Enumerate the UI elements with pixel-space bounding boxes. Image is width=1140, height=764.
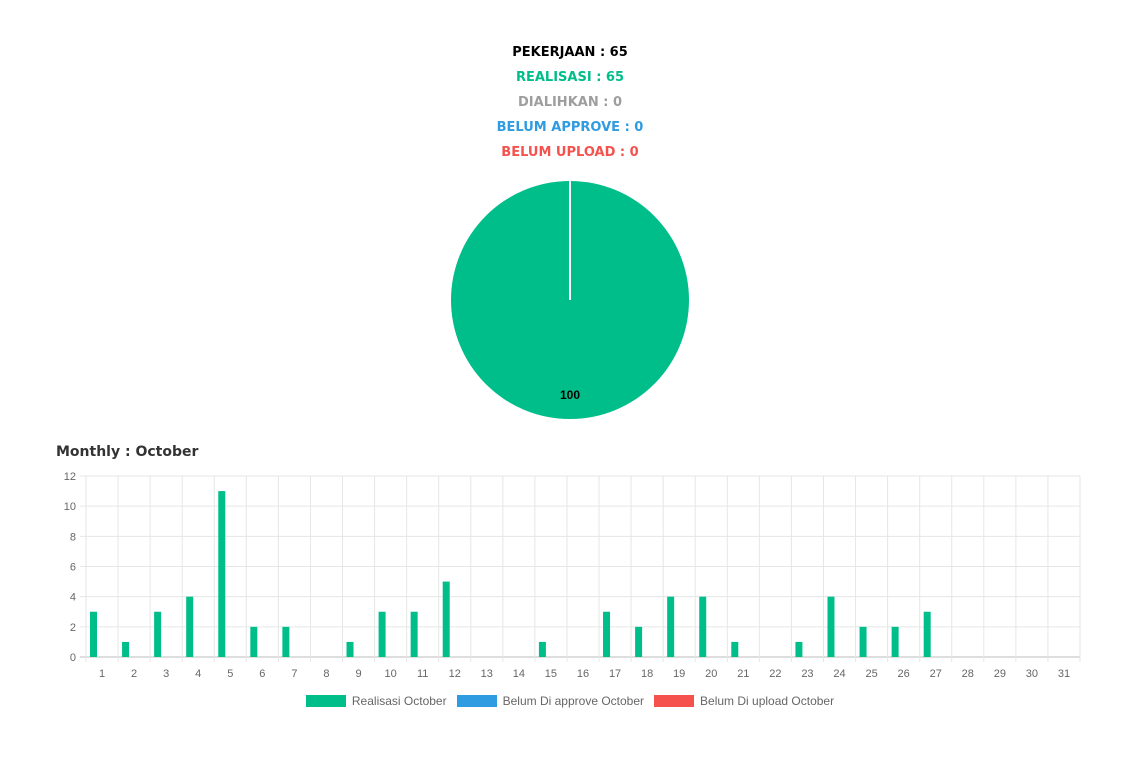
bar-realisasi-october-24 (827, 596, 835, 657)
y-tick-label: 10 (64, 501, 76, 513)
pie-chart: 100 (451, 181, 689, 419)
bar-realisasi-october-15 (538, 641, 546, 657)
bar-realisasi-october-10 (378, 611, 386, 657)
bar-realisasi-october-2 (122, 641, 130, 657)
bar-realisasi-october-4 (186, 596, 194, 657)
bar-realisasi-october-25 (859, 626, 867, 657)
pie-data-label: 100 (560, 388, 580, 402)
x-tick-label: 17 (609, 668, 621, 680)
legend-label: Belum Di approve October (502, 694, 645, 708)
bar-realisasi-october-3 (154, 611, 162, 657)
bar-realisasi-october-18 (635, 626, 643, 657)
bar-realisasi-october-19 (667, 596, 675, 657)
bar-realisasi-october-26 (891, 626, 899, 657)
bar-realisasi-october-1 (90, 611, 97, 657)
x-tick-label: 27 (930, 668, 942, 680)
bar-realisasi-october-11 (410, 611, 418, 657)
x-tick-label: 18 (641, 668, 653, 680)
bar-realisasi-october-20 (699, 596, 707, 657)
x-tick-label: 31 (1058, 668, 1070, 680)
chart-legend: Realisasi October Belum Di approve Octobe… (0, 694, 1140, 708)
bar-realisasi-october-27 (923, 611, 931, 657)
legend-label: Belum Di upload October (700, 694, 835, 708)
bar-realisasi-october-21 (731, 641, 739, 657)
dialihkan-total: DIALIHKAN : 0 (518, 95, 622, 110)
y-tick-label: 2 (70, 622, 76, 634)
x-tick-label: 4 (195, 668, 201, 680)
x-tick-label: 30 (1026, 668, 1038, 680)
legend-swatch (654, 695, 695, 707)
y-tick-label: 8 (70, 531, 76, 543)
x-tick-label: 16 (577, 668, 589, 680)
bar-realisasi-october-23 (795, 641, 803, 657)
legend-item[interactable]: Belum Di approve October (456, 694, 645, 708)
pekerjaan-total: PEKERJAAN : 65 (512, 45, 628, 60)
x-tick-label: 7 (291, 668, 297, 680)
belum-approve-total: BELUM APPROVE : 0 (496, 120, 644, 135)
monthly-title: Monthly : October (56, 444, 199, 460)
legend-swatch (456, 695, 497, 707)
y-tick-label: 0 (70, 652, 76, 664)
x-tick-label: 20 (705, 668, 717, 680)
y-tick-label: 6 (70, 562, 76, 574)
x-tick-label: 23 (801, 668, 813, 680)
x-tick-label: 5 (227, 668, 233, 680)
x-tick-label: 19 (673, 668, 685, 680)
bar-realisasi-october-7 (282, 626, 290, 657)
x-tick-label: 24 (833, 668, 845, 680)
legend-item[interactable]: Realisasi October (305, 694, 447, 708)
x-tick-label: 28 (962, 668, 974, 680)
x-tick-label: 10 (384, 668, 396, 680)
x-tick-label: 12 (449, 668, 461, 680)
y-tick-label: 4 (70, 592, 76, 604)
x-tick-label: 6 (259, 668, 265, 680)
x-tick-label: 2 (131, 668, 137, 680)
x-tick-label: 22 (769, 668, 781, 680)
bar-realisasi-october-5 (218, 491, 226, 657)
legend-swatch (305, 695, 346, 707)
x-tick-label: 29 (994, 668, 1006, 680)
x-tick-label: 11 (417, 668, 428, 680)
y-tick-label: 12 (64, 471, 76, 483)
x-tick-label: 26 (898, 668, 910, 680)
x-tick-label: 1 (99, 668, 105, 680)
bar-realisasi-october-12 (442, 581, 450, 657)
x-tick-label: 9 (355, 668, 361, 680)
x-tick-label: 15 (545, 668, 557, 680)
bar-realisasi-october-17 (603, 611, 611, 657)
legend-item[interactable]: Belum Di upload October (654, 694, 834, 708)
x-tick-label: 8 (323, 668, 329, 680)
realisasi-total: REALISASI : 65 (515, 70, 625, 85)
bar-realisasi-october-9 (346, 641, 354, 657)
bar-realisasi-october-6 (250, 626, 258, 657)
x-tick-label: 25 (865, 668, 877, 680)
x-tick-label: 14 (513, 668, 525, 680)
belum-upload-total: BELUM UPLOAD : 0 (501, 145, 639, 160)
summary-panel: PEKERJAAN : 65 REALISASI : 65 DIALIHKAN … (0, 40, 1140, 165)
x-tick-label: 3 (163, 668, 169, 680)
legend-label: Realisasi October (351, 694, 447, 708)
x-tick-label: 13 (481, 668, 493, 680)
x-tick-label: 21 (737, 668, 749, 680)
